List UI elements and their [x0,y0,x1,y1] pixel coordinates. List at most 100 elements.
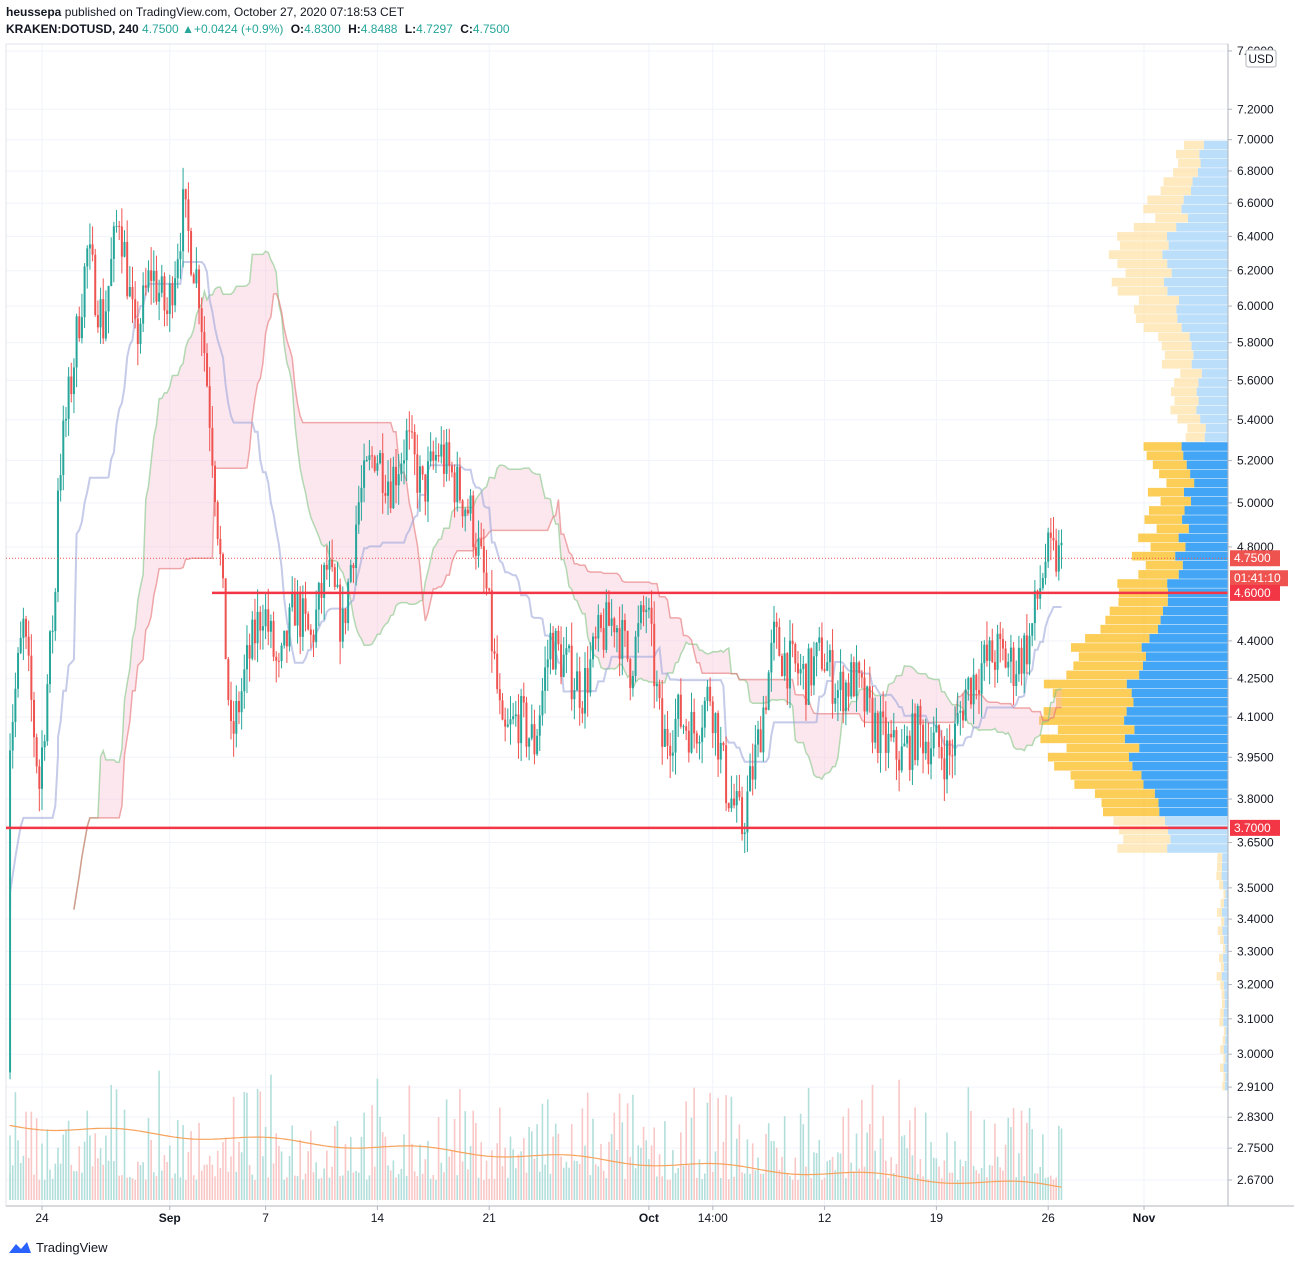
volume-bar [30,1111,33,1200]
volume-bar [1007,1117,1010,1200]
candle [371,446,374,469]
volume-bar [517,1154,520,1200]
publish-line: heussepa published on TradingView.com, O… [6,4,510,21]
volume-bar [1047,1177,1049,1200]
volume-bar [166,1161,168,1200]
candle [788,619,791,709]
volume-bar [360,1136,363,1200]
profile-up-volume [1139,670,1228,680]
candle [403,439,406,485]
profile-up-volume [1183,451,1228,460]
volume-bar [789,1176,791,1200]
volume-bar [344,1144,347,1200]
volume-bar [794,1157,797,1200]
volume-bar [578,1163,581,1200]
profile-up-volume [1194,478,1228,488]
volume-bar [43,1179,46,1200]
candle [858,660,861,688]
profile-down-volume [1066,743,1140,753]
volume-bar [682,1165,685,1200]
candle [751,743,754,796]
volume-bar [294,1175,296,1200]
candle [592,632,594,668]
candle [1044,543,1047,585]
candle [850,653,853,700]
candle [520,688,523,761]
candle [131,266,134,324]
profile-up-volume [1205,423,1228,433]
publisher-name[interactable]: heussepa [6,5,62,19]
candle [778,618,781,657]
volume-bar [419,1144,421,1200]
volume-bar [392,1160,395,1200]
profile-down-volume [1156,524,1189,534]
candle [437,443,440,463]
candle [621,604,624,676]
price-axis[interactable]: 7.60007.20007.00006.80006.60006.40006.20… [1227,44,1274,1206]
profile-up-volume [1157,624,1228,634]
price-tick-label: 5.8000 [1237,336,1274,350]
candle [264,592,267,640]
candle [315,590,318,648]
currency-badge[interactable]: USD [1245,49,1277,68]
volume-bar [41,1143,43,1200]
volume-bar [504,1147,506,1200]
volume-bar [310,1130,312,1200]
candle [570,622,573,711]
time-tick-label: 14:00 [698,1211,728,1225]
candle [725,736,728,811]
volume-bar [461,1161,464,1200]
span-a-line [73,250,1062,910]
volume-bar [243,1091,246,1200]
candle [1031,623,1034,647]
candle [355,505,358,586]
price-tag-label: 3.7000 [1234,821,1271,835]
tradingview-footer[interactable]: TradingView [8,1240,108,1255]
volume-bar [499,1107,501,1200]
candle [959,701,962,736]
profile-down-volume [1220,1008,1224,1018]
volume-bar [858,1168,860,1200]
candle [653,601,656,709]
low-label: L: [404,22,417,36]
price-change: +0.0424 (+0.9%) [193,22,284,36]
volume-bar [336,1120,339,1200]
price-tick-label: 3.0000 [1237,1047,1274,1061]
close-value: 4.7500 [472,22,510,36]
volume-bar [560,1156,562,1200]
candle [405,418,408,481]
candle [336,562,339,589]
candle [384,474,387,504]
profile-down-volume [1100,624,1158,634]
candle [826,640,829,672]
symbol-label[interactable]: KRAKEN:DOTUSD, 240 [6,22,139,36]
candle [373,454,376,473]
volume-bar [488,1178,490,1200]
candle [932,716,935,757]
candle [948,724,951,776]
candle [671,730,674,772]
volume-bar [54,1163,57,1200]
candle [144,268,147,296]
candle [410,415,413,439]
time-axis[interactable]: 24 Sep 7 14 21 Oct 14:00 12 19 26 Nov [6,1205,1294,1225]
time-tick-label: 14 [371,1211,385,1225]
profile-up-volume [1134,725,1228,735]
candle [988,636,991,685]
volume-bar [208,1155,211,1200]
profile-up-volume [1158,798,1228,808]
volume-bar [99,1148,102,1200]
price-tag-countdown: 01:41:10 [1230,570,1288,587]
candle [631,670,634,697]
volume-bar [1055,1177,1057,1200]
candle [426,446,429,523]
volume-bar [477,1177,480,1200]
candle [610,599,613,637]
volume-bar [1020,1110,1023,1200]
volume-bar [211,1164,214,1200]
volume-bar [765,1133,767,1200]
profile-up-volume [1199,149,1228,159]
profile-down-volume [1078,652,1146,661]
profile-up-volume [1223,1045,1228,1054]
